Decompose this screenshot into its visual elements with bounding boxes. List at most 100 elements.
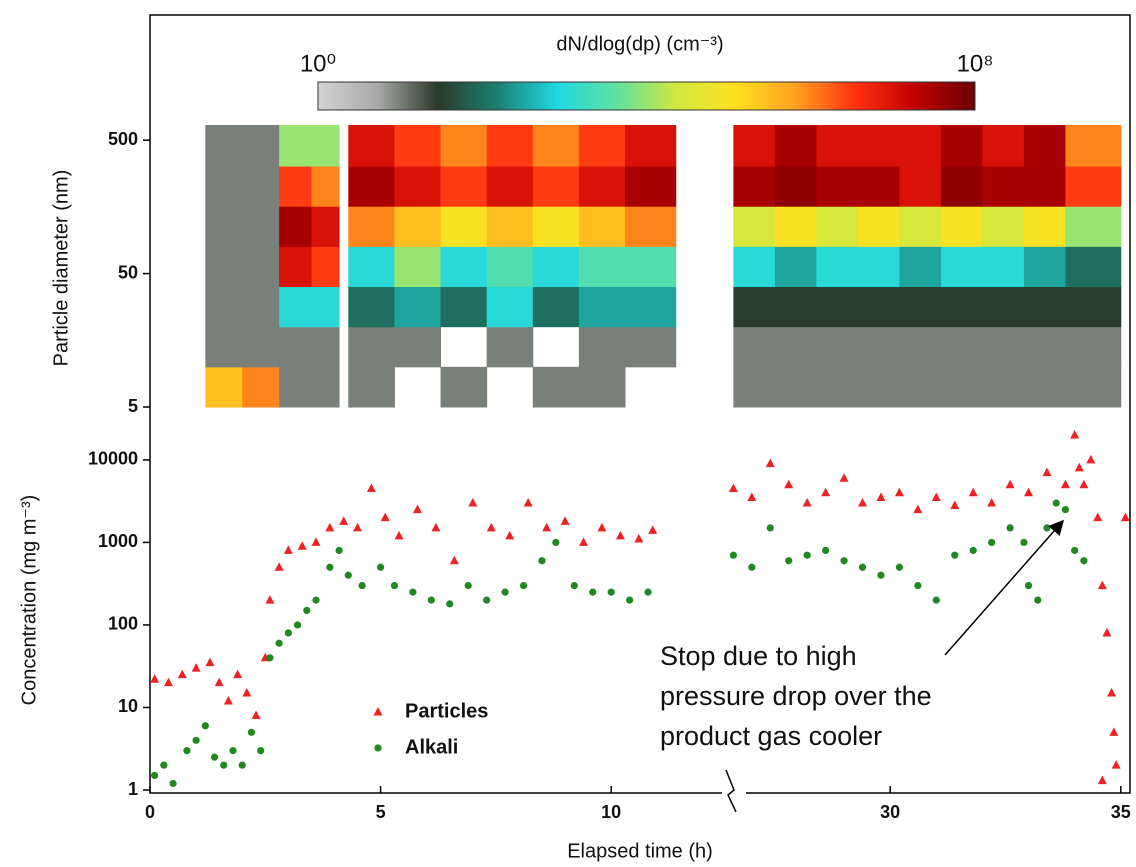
data-point (1109, 727, 1119, 736)
heatmap-cell (899, 206, 942, 247)
colorbar-tick-label: 10⁸ (957, 50, 994, 77)
data-point (987, 498, 997, 507)
data-point (293, 621, 302, 629)
heatmap-cell (348, 246, 395, 288)
data-point (822, 546, 830, 555)
data-point (247, 728, 256, 736)
data-point (648, 525, 658, 534)
y-tick-label: 1 (128, 779, 138, 799)
data-point (1107, 687, 1117, 697)
data-point (274, 562, 284, 571)
data-point (394, 530, 404, 540)
y-axis-title: Concentration (mg m⁻³) (18, 495, 40, 706)
data-point (1097, 580, 1107, 590)
heatmap-cell (486, 246, 534, 288)
data-point (950, 500, 960, 510)
data-point (615, 530, 625, 540)
heatmap-cell (311, 206, 340, 247)
heatmap-cell (857, 286, 900, 328)
data-point (748, 563, 756, 571)
heatmap-cell (857, 166, 900, 207)
data-point (729, 551, 737, 559)
data-point (238, 761, 246, 769)
heatmap-cell (440, 246, 488, 288)
heatmap-cell (242, 246, 280, 288)
data-point (894, 487, 904, 497)
heatmap-cell (1023, 366, 1066, 408)
heatmap-cell (279, 286, 312, 328)
heatmap-cell (899, 166, 942, 207)
heatmap-cell (733, 366, 776, 408)
data-point (210, 753, 219, 761)
data-point (519, 581, 528, 590)
annotation: Stop due to high (660, 641, 857, 671)
annotation-arrow (944, 519, 1064, 656)
heatmap-cell (394, 206, 442, 247)
heatmap-cell (940, 366, 983, 408)
data-point (344, 571, 352, 579)
heatmap-cell (348, 366, 395, 408)
heatmap-cell (532, 206, 580, 247)
heatmap-cell (311, 326, 340, 368)
data-point (160, 761, 168, 769)
data-point (765, 458, 775, 468)
heatmap-cell (816, 326, 859, 368)
data-point (607, 588, 615, 596)
data-point (969, 546, 977, 555)
x-axis-title: Elapsed time (h) (567, 840, 713, 862)
heatmap-cell (816, 286, 859, 328)
data-point (914, 581, 922, 590)
data-point (784, 479, 794, 489)
heatmap-cell (440, 366, 488, 408)
heatmap-cell (394, 286, 442, 328)
data-point (505, 530, 515, 540)
data-point (192, 736, 200, 744)
heatmap-cell (311, 366, 340, 408)
data-point (1052, 499, 1060, 507)
data-point (1079, 479, 1089, 489)
data-point (409, 588, 417, 596)
data-point (1024, 581, 1033, 590)
heatmap-cell (899, 125, 942, 167)
heatmap-cell (532, 166, 580, 207)
heatmap-cell (774, 326, 817, 368)
heatmap-cell (394, 166, 442, 207)
data-point (1093, 512, 1103, 522)
heatmap-cell (279, 166, 312, 207)
heatmap-cell (733, 326, 776, 368)
data-point (747, 492, 757, 502)
data-point (931, 492, 941, 502)
heatmap-cell (242, 166, 280, 207)
data-point (220, 761, 228, 769)
data-point (380, 512, 390, 522)
heatmap-cell (899, 286, 942, 328)
data-point (431, 522, 441, 532)
heatmap-cell (311, 286, 340, 328)
data-point (325, 522, 335, 532)
y-tick-label: 500 (108, 129, 138, 149)
data-point (150, 674, 160, 683)
heatmap-cell (816, 246, 859, 288)
heatmap-cell (205, 166, 243, 207)
data-point (542, 522, 552, 532)
data-point (877, 571, 885, 579)
heatmap-cell (774, 206, 817, 247)
heatmap-cell (940, 246, 983, 288)
heatmap-cell (394, 326, 442, 368)
data-point (275, 639, 283, 647)
data-point (1120, 512, 1130, 522)
data-point (335, 546, 343, 555)
heatmap-cell (857, 246, 900, 288)
heatmap-cell (982, 286, 1025, 328)
data-point (486, 522, 496, 532)
heatmap-cell (982, 326, 1025, 368)
data-point (390, 581, 399, 590)
heatmap-cell (625, 326, 677, 368)
data-point (312, 596, 320, 604)
heatmap-cell (578, 246, 626, 288)
heatmap-cell (857, 326, 900, 368)
heatmap-cell (774, 286, 817, 328)
data-point (968, 487, 978, 497)
heatmap-cell (1065, 166, 1122, 207)
data-point (1097, 775, 1107, 785)
